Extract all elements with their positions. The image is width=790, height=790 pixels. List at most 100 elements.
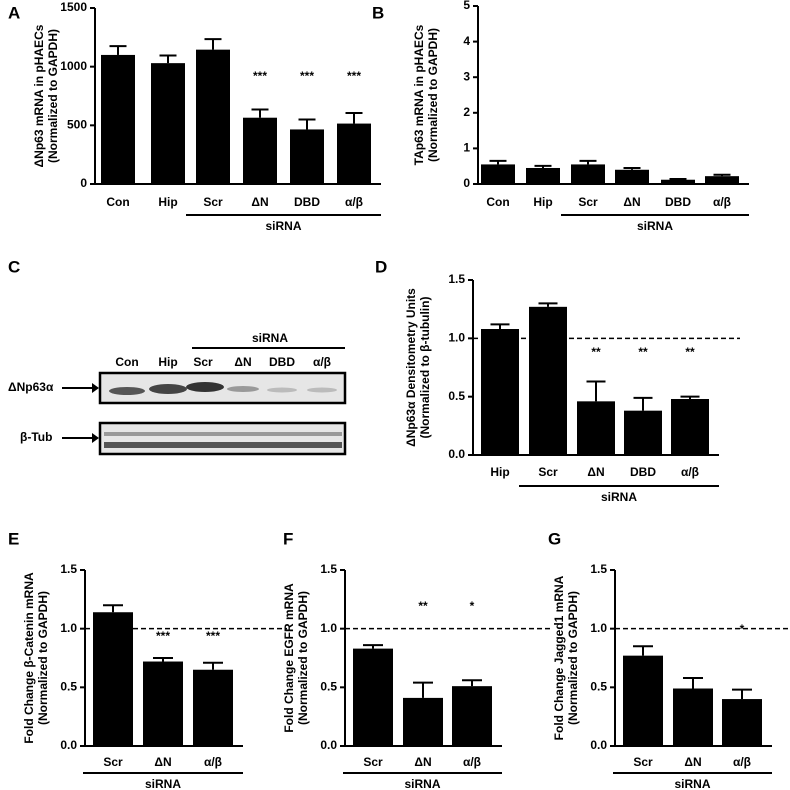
significance-label: **	[591, 345, 601, 359]
y-tick-label: 1.0	[590, 621, 607, 635]
significance-label: ***	[253, 69, 267, 83]
y-axis-label: Fold Change Jagged1 mRNA	[552, 575, 566, 740]
y-tick-label: 0.0	[60, 738, 77, 752]
bar	[526, 167, 560, 184]
significance-label: ***	[206, 629, 220, 643]
y-axis-label: (Normalized to GAPDH)	[566, 591, 580, 725]
bar	[705, 176, 739, 184]
chart-panel: B TAp63 mRNA in pHAECs (Normalized to GAPD…	[372, 0, 749, 233]
x-tick-label: Hip	[490, 465, 509, 479]
bar	[673, 688, 713, 746]
x-tick-label: DBD	[630, 465, 656, 479]
bar	[571, 164, 605, 184]
y-tick-label: 0.0	[590, 738, 607, 752]
x-tick-label: ΔN	[623, 195, 640, 209]
x-tick-label: Hip	[533, 195, 552, 209]
y-tick-label: 500	[67, 118, 87, 132]
bar	[353, 648, 393, 746]
row-label: ΔNp63α	[8, 380, 54, 394]
bar	[243, 117, 277, 184]
blot-box	[98, 421, 347, 456]
y-tick-label: 1.0	[448, 331, 465, 345]
y-tick-label: 1.5	[60, 562, 77, 576]
significance-label: **	[418, 599, 428, 613]
panel-letter: B	[372, 3, 384, 22]
panel-letter: F	[283, 529, 293, 548]
y-tick-label: 0.5	[60, 680, 77, 694]
bar	[337, 123, 371, 184]
x-tick-label: α/β	[713, 195, 731, 209]
blot-band	[307, 387, 337, 393]
panel-letter: A	[8, 3, 20, 22]
bar	[577, 401, 615, 455]
x-tick-label: Hip	[158, 195, 177, 209]
y-axis-label: ΔNp63 mRNA in pHAECs	[32, 24, 46, 167]
y-tick-label: 0.0	[448, 447, 465, 461]
lane-label: Hip	[158, 355, 177, 369]
chart-panel: A ΔNp63 mRNA in pHAECs (Normalized to GAPD…	[8, 0, 381, 233]
x-tick-label: Scr	[103, 755, 123, 769]
bar	[93, 612, 133, 746]
x-tick-label: Con	[106, 195, 129, 209]
chart-panel: F Fold Change EGFR mRNA (Normalized to GAP…	[282, 529, 550, 790]
chart-panel: G Fold Change Jagged1 mRNA (Normalized to …	[548, 529, 788, 790]
lane-label: α/β	[313, 355, 331, 369]
bar	[196, 49, 230, 184]
y-axis-label: Fold Change β-Catenin mRNA	[22, 572, 36, 744]
y-axis-label: Fold Change EGFR mRNA	[282, 583, 296, 733]
y-tick-label: 1.0	[60, 621, 77, 635]
bar	[143, 661, 183, 746]
x-tick-label: ΔN	[587, 465, 604, 479]
y-tick-label: 1500	[60, 0, 87, 14]
arrow-head	[92, 383, 99, 393]
blot-band	[186, 382, 224, 392]
significance-label: **	[638, 345, 648, 359]
blot-band	[104, 442, 342, 448]
bar	[722, 699, 762, 746]
panel-letter: D	[375, 257, 387, 276]
group-label: siRNA	[252, 331, 288, 345]
x-tick-label: DBD	[294, 195, 320, 209]
y-tick-label: 3	[463, 69, 470, 83]
blot-band	[109, 387, 145, 395]
y-tick-label: 5	[463, 0, 470, 12]
y-tick-label: 1.0	[320, 621, 337, 635]
y-tick-label: 2	[463, 105, 470, 119]
x-tick-label: ΔN	[684, 755, 701, 769]
bar	[481, 329, 519, 455]
significance-label: ***	[300, 69, 314, 83]
significance-label: ***	[156, 629, 170, 643]
group-label: siRNA	[404, 777, 440, 790]
x-tick-label: α/β	[345, 195, 363, 209]
lane-label: ΔN	[234, 355, 251, 369]
significance-label: **	[685, 345, 695, 359]
bar	[452, 686, 492, 746]
y-tick-label: 0	[80, 176, 87, 190]
group-label: siRNA	[637, 219, 673, 233]
bar	[615, 169, 649, 184]
chart-panel: D ΔNp63α Densitometry Units (Normalized to…	[375, 257, 740, 504]
y-tick-label: 1.5	[590, 562, 607, 576]
bar	[624, 410, 662, 455]
lane-label: DBD	[269, 355, 295, 369]
x-tick-label: ΔN	[414, 755, 431, 769]
x-tick-label: α/β	[463, 755, 481, 769]
bar	[193, 669, 233, 746]
group-label: siRNA	[145, 777, 181, 790]
y-tick-label: 1	[463, 141, 470, 155]
blot-band	[149, 384, 187, 394]
chart-panel: E Fold Change β-Catenin mRNA (Normalized t…	[8, 529, 287, 790]
blot-band	[267, 387, 297, 393]
x-tick-label: α/β	[733, 755, 751, 769]
lane-label: Con	[115, 355, 138, 369]
x-tick-label: ΔN	[251, 195, 268, 209]
group-label: siRNA	[265, 219, 301, 233]
significance-label: *	[740, 622, 745, 636]
y-axis-label: (Normalized to GAPDH)	[36, 591, 50, 725]
lane-label: Scr	[193, 355, 213, 369]
x-tick-label: Scr	[363, 755, 383, 769]
x-tick-label: Scr	[538, 465, 558, 479]
y-axis-label: (Normalized to GAPDH)	[296, 591, 310, 725]
